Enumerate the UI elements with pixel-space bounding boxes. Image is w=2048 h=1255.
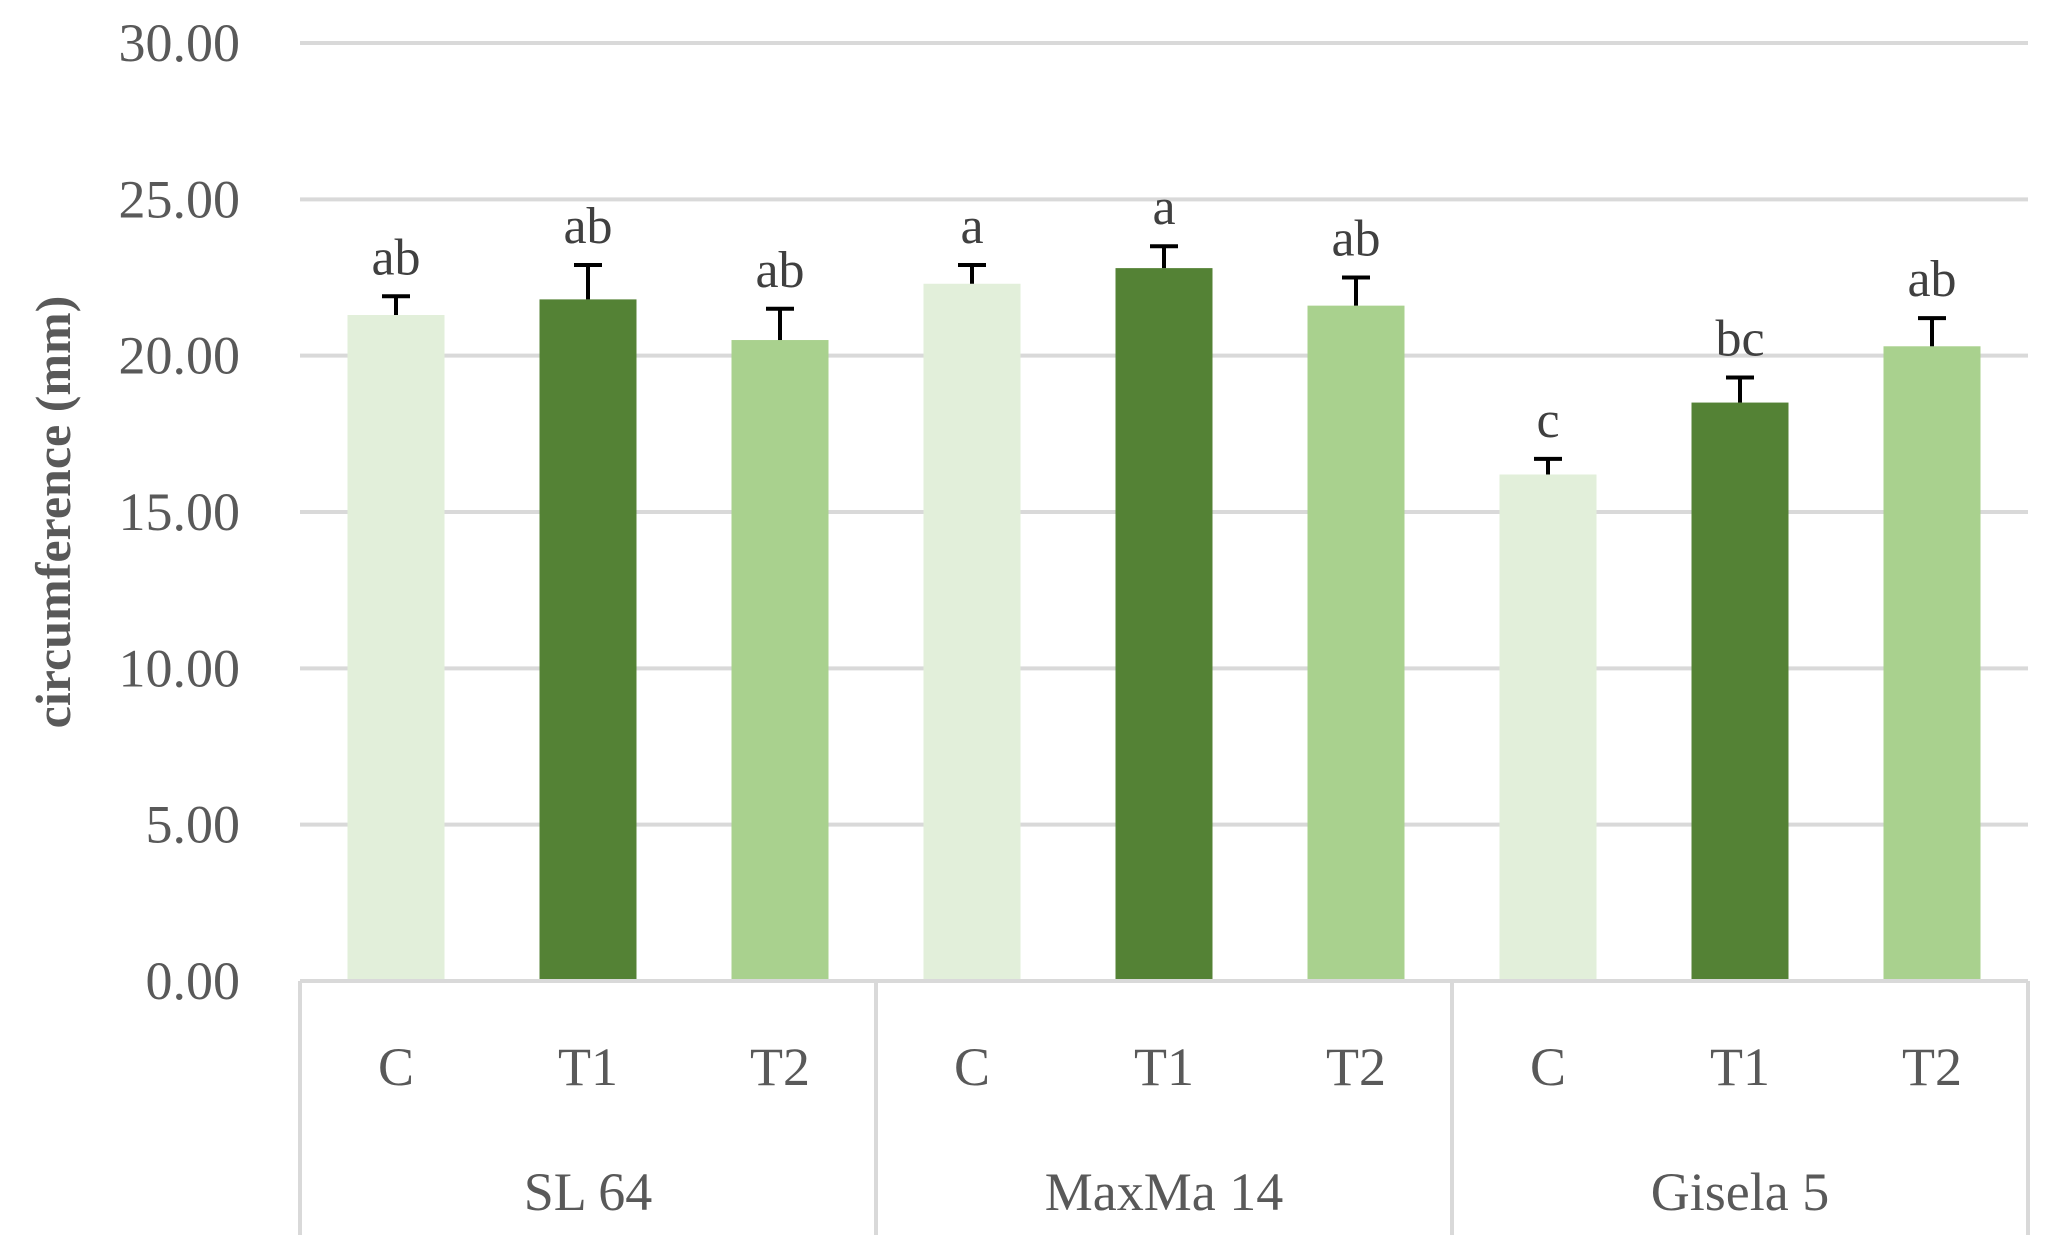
x-tick-label: T2 [750,1037,810,1097]
y-tick-label: 5.00 [146,795,241,855]
x-tick-label: C [1530,1037,1566,1097]
bar [923,283,1021,982]
bar [1115,268,1213,981]
x-tick-label: T1 [558,1037,618,1097]
y-tick-label: 0.00 [146,951,241,1011]
significance-label: c [1536,392,1559,449]
group-label: Gisela 5 [1651,1162,1829,1222]
significance-label: bc [1715,311,1764,368]
x-tick-label: T2 [1902,1037,1962,1097]
x-tick-label: C [954,1037,990,1097]
x-tick-label: C [378,1037,414,1097]
y-tick-label: 15.00 [119,482,241,542]
y-tick-label: 20.00 [119,326,241,386]
x-tick-label: T1 [1710,1037,1770,1097]
y-tick-label: 30.00 [119,13,241,73]
bar [1499,474,1597,981]
bar [731,340,829,981]
x-tick-labels: C T1 T2 SL 64 C T1 T2 MaxMa 14 C T1 T2 Gisela 5 [378,1037,1962,1222]
significance-label: ab [371,229,420,286]
y-tick-label: 25.00 [119,169,241,229]
bar [1307,305,1405,981]
x-tick-label: T2 [1326,1037,1386,1097]
significance-label: ab [755,242,804,299]
group-label: MaxMa 14 [1045,1162,1283,1222]
x-tick-label: T1 [1134,1037,1194,1097]
bar [347,315,445,981]
x-axis [298,979,2030,1235]
group-label: SL 64 [524,1162,653,1222]
y-tick-labels: 0.00 5.00 10.00 15.00 20.00 25.00 30.00 [119,13,241,1011]
y-tick-label: 10.00 [119,638,241,698]
significance-label: ab [1331,211,1380,268]
bar [539,299,637,981]
significance-label: ab [563,198,612,255]
bar [1691,402,1789,982]
significance-label: a [1152,179,1175,236]
error-bars [382,244,1946,475]
significance-label: a [960,198,983,255]
bar [1883,346,1981,982]
y-axis-label: circumference (mm) [25,296,81,729]
significance-label: ab [1907,251,1956,308]
bars [347,268,1981,982]
significance-labels: ab ab ab a a ab c bc ab [371,179,1956,449]
